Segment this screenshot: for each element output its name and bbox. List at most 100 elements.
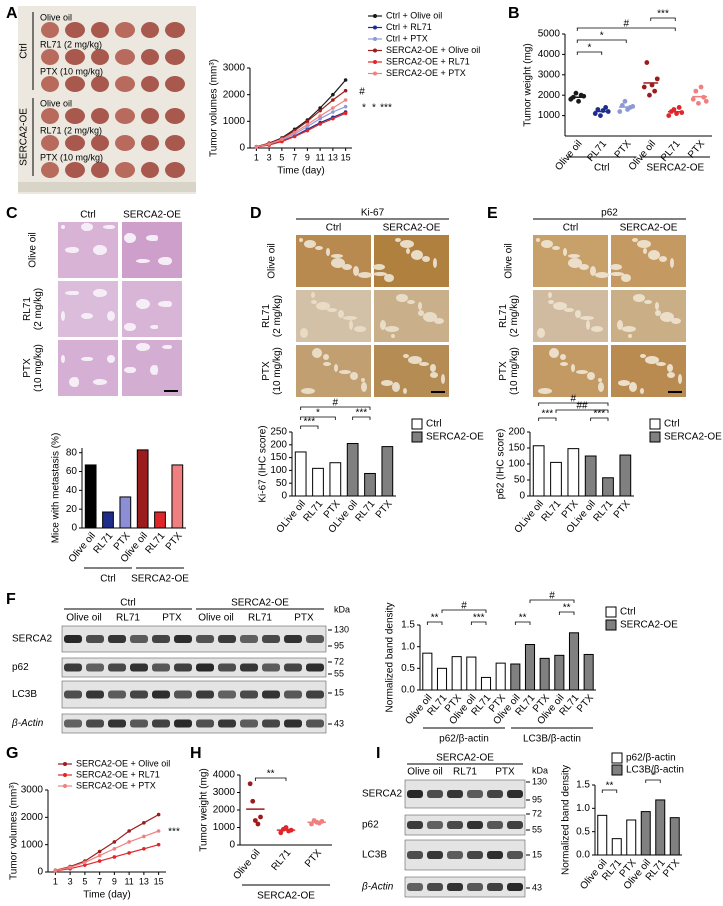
tumor [165,76,185,92]
tissue-texture [158,257,172,265]
blot-strip [404,814,526,836]
tumor [91,49,109,65]
tissue-texture [430,364,436,372]
significance: *** [380,103,392,114]
point [127,829,131,833]
marker-label: 72 [532,808,542,818]
tissue-texture [299,238,303,242]
blot-band [427,790,443,798]
point [97,853,102,858]
series-line [55,830,159,872]
tissue-texture [541,240,553,248]
point [331,106,335,110]
tissue-image [533,290,608,342]
y-axis-label: Mice with metastasis (%) [51,433,62,544]
significance-bracket [352,416,371,420]
bar [611,838,622,856]
data-point [592,111,598,116]
significance: * [316,408,320,419]
tissue-image [296,290,371,342]
tissue-texture [384,274,394,282]
significance: * [372,103,376,114]
point [97,849,102,854]
tumor [65,162,85,178]
significance: ** [563,603,571,614]
y-tick-label: 4000 [213,770,236,781]
blot-band [108,690,126,699]
protein-label: SERCA2 [12,634,52,645]
tumor [91,76,109,92]
y-tick-label: 0.5 [401,663,415,674]
bar [550,461,562,497]
y-tick-label: 1.5 [401,620,415,631]
blot-strip [61,713,327,734]
row-label: Olive oil [40,12,72,22]
blot-strip [404,839,526,871]
protein-label: β-Actin [11,718,44,729]
point [343,98,348,102]
y-axis-label: Tumor weight (mg) [523,43,534,127]
y-tick-label: 0 [281,491,287,502]
tissue-texture [580,316,594,320]
tissue-texture [655,310,661,316]
tumor [115,49,135,65]
protein-label: LC3B [12,689,37,700]
legend-marker [373,71,377,76]
bar [312,467,324,497]
tumor [65,76,85,92]
legend-label: SERCA2-OE [664,432,722,443]
lane-label: PTX [162,613,182,624]
data-point [283,825,289,830]
blot-band [306,635,324,643]
x-tick-label: 13 [328,152,338,162]
point [343,104,348,109]
blot-band [64,635,82,643]
blot-group: Ctrl [120,598,136,609]
tissue-texture [549,348,559,358]
data-point [255,821,261,827]
tissue-texture [385,326,399,332]
significance: # [549,591,555,602]
row-label: PTX [22,358,33,378]
tissue-texture [670,258,674,268]
marker-label: 15 [334,687,344,697]
data-point [258,814,263,820]
significance-bracket [576,39,627,43]
blot-band [284,719,302,728]
row-label: Olive oil [504,243,515,279]
lane-label: PTX [495,767,515,778]
legend-swatch [611,764,623,776]
tissue-texture [660,312,674,322]
tumor [141,108,159,124]
tumor [115,108,135,124]
tissue-texture [648,250,660,260]
x-tick-label: RL71 [585,138,609,164]
point [142,821,146,825]
blot-band [240,635,258,643]
tissue-texture [61,311,65,321]
blot-band [218,663,236,672]
point [112,846,117,851]
lane-label: RL71 [453,767,477,778]
y-tick-label: 50 [276,478,288,489]
tissue-texture [644,300,652,304]
tissue-texture [568,254,580,258]
x-tick-label: RL71 [659,138,683,164]
significance-bracket [558,611,575,615]
y-tick-label: 40 [66,485,78,496]
significance-bracket [645,779,661,783]
legend-marker [373,37,377,41]
blot-band [447,821,463,829]
point [127,851,131,855]
tissue-texture [403,354,409,358]
group-label: SERCA2-OE [257,891,315,902]
tumor [115,22,135,38]
tissue-texture [633,294,645,302]
tumor [65,49,85,65]
series-line [55,814,159,871]
bar [346,443,359,497]
y-tick-label: 1.5 [576,780,590,791]
y-tick-label: 150 [508,443,525,454]
blot-band [467,821,483,829]
bar [364,472,376,497]
